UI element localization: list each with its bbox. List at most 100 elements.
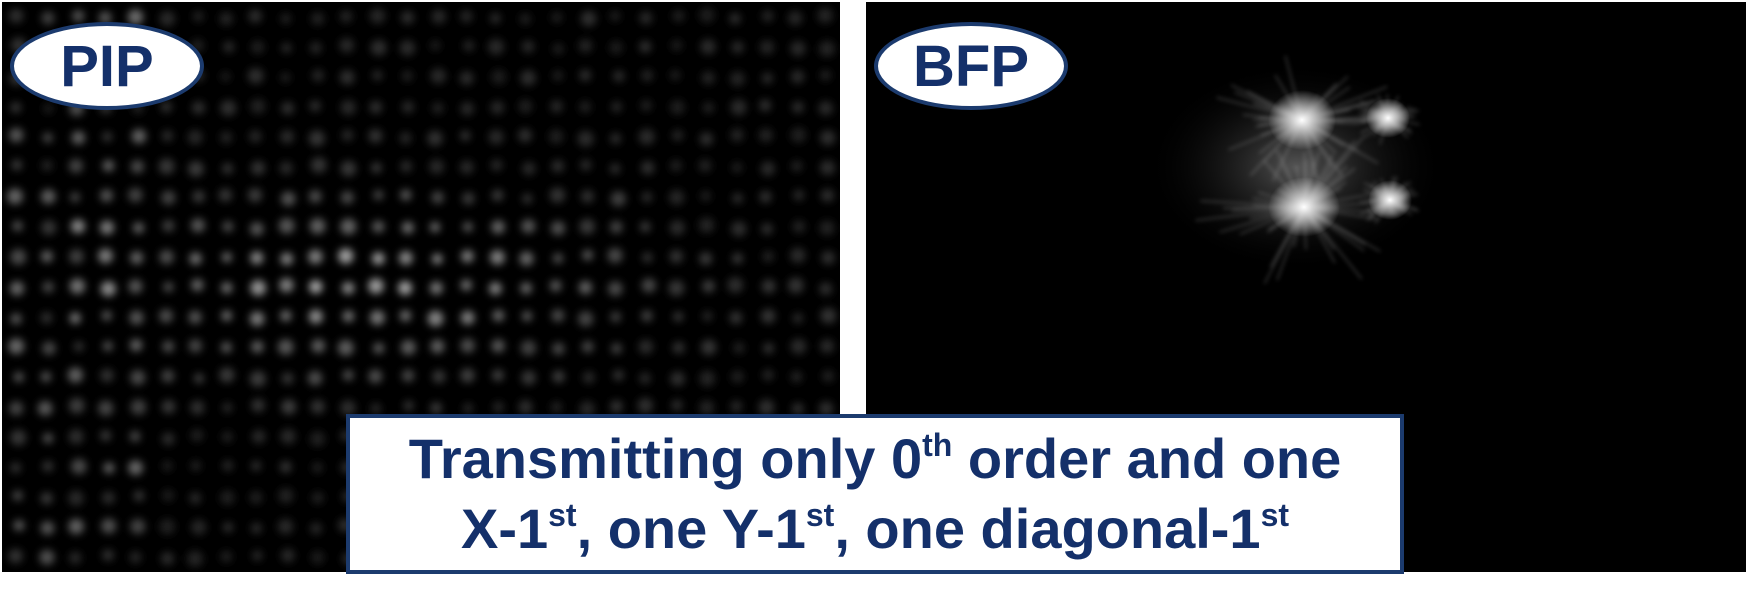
pip-spot [250, 40, 265, 54]
pip-spot [580, 10, 597, 27]
pip-spot [101, 310, 112, 321]
pip-spot [67, 367, 84, 383]
pip-spot [247, 188, 263, 203]
pip-spot [759, 99, 772, 112]
pip-spot [307, 370, 323, 386]
pip-spot [340, 218, 357, 235]
pip-spot [41, 159, 53, 172]
pip-spot [128, 279, 143, 294]
pip-spot [549, 279, 562, 292]
pip-spot [310, 399, 325, 414]
pip-spot [520, 282, 533, 295]
pip-spot [759, 190, 772, 203]
pip-spot [427, 310, 444, 327]
pip-spot [578, 39, 593, 53]
pip-spot [610, 400, 623, 413]
pip-spot [13, 519, 25, 531]
pip-spot [610, 191, 626, 207]
pip-spot [461, 250, 474, 263]
pip-spot [163, 281, 174, 293]
pip-spot [129, 430, 141, 442]
pip-spot [277, 339, 294, 355]
pip-spot [582, 249, 594, 261]
caption-line-2-sup-2: st [805, 497, 835, 533]
pip-spot [672, 341, 685, 354]
pip-spot [462, 221, 473, 232]
pip-spot [190, 460, 201, 471]
caption-line-1-tail: order and one [952, 427, 1342, 490]
pip-spot [550, 221, 566, 236]
pip-spot [792, 101, 804, 113]
pip-spot [762, 369, 774, 381]
pip-spot [730, 71, 745, 87]
pip-label-text: PIP [60, 33, 154, 99]
pip-label: PIP [10, 22, 204, 110]
pip-spot [607, 247, 623, 264]
pip-spot [669, 220, 685, 236]
pip-spot [460, 368, 475, 383]
pip-spot [277, 518, 294, 535]
pip-spot [609, 10, 621, 22]
pip-spot [188, 339, 203, 353]
pip-spot [248, 130, 262, 143]
pip-spot [187, 129, 203, 145]
pip-spot [219, 367, 235, 383]
pip-spot [819, 282, 833, 296]
pip-spot [791, 160, 803, 172]
pip-spot [492, 309, 505, 322]
pip-spot [641, 69, 654, 82]
pip-spot [521, 370, 536, 386]
pip-spot [552, 342, 565, 355]
pip-spot [432, 369, 446, 384]
pip-spot [310, 522, 322, 535]
pip-spot [820, 339, 834, 354]
pip-spot [669, 189, 685, 205]
pip-spot [701, 71, 715, 85]
pip-spot [518, 99, 533, 114]
pip-spot [578, 280, 593, 295]
pip-spot [371, 162, 382, 174]
pip-spot [71, 131, 86, 145]
pip-spot [792, 312, 804, 324]
pip-spot [758, 399, 775, 416]
pip-spot [7, 188, 23, 205]
pip-spot [462, 403, 474, 414]
pip-spot [9, 281, 25, 296]
pip-spot [732, 193, 743, 204]
pip-spot [641, 310, 653, 322]
pip-spot [761, 72, 773, 84]
pip-spot [69, 278, 86, 294]
pip-spot [817, 7, 833, 24]
pip-spot [251, 340, 264, 353]
pip-spot [462, 192, 475, 205]
pip-spot [308, 309, 323, 324]
pip-spot [127, 9, 144, 25]
pip-spot [611, 343, 622, 354]
pip-spot [37, 401, 53, 416]
pip-spot [160, 100, 173, 113]
pip-spot [368, 369, 383, 384]
pip-spot [818, 401, 834, 416]
pip-spot [369, 8, 386, 24]
pip-spot [280, 428, 296, 445]
pip-spot [487, 38, 504, 55]
pip-spot [250, 522, 262, 534]
pip-spot [699, 370, 716, 387]
pip-spot [790, 41, 806, 57]
pip-spot [102, 131, 113, 142]
pip-spot [669, 69, 681, 81]
caption-line-2-sup-3: st [1260, 497, 1290, 533]
pip-spot [638, 339, 654, 355]
pip-spot [247, 68, 264, 84]
pip-spot [549, 187, 566, 203]
pip-spot [430, 339, 445, 354]
caption-line-2-sup-1: st [548, 497, 577, 533]
pip-spot [130, 159, 145, 174]
pip-spot [341, 129, 354, 142]
pip-spot [791, 402, 804, 415]
pip-spot [40, 492, 53, 505]
pip-spot [819, 40, 835, 57]
pip-spot [552, 253, 564, 264]
pip-spot [731, 221, 747, 237]
pip-spot [129, 551, 142, 564]
